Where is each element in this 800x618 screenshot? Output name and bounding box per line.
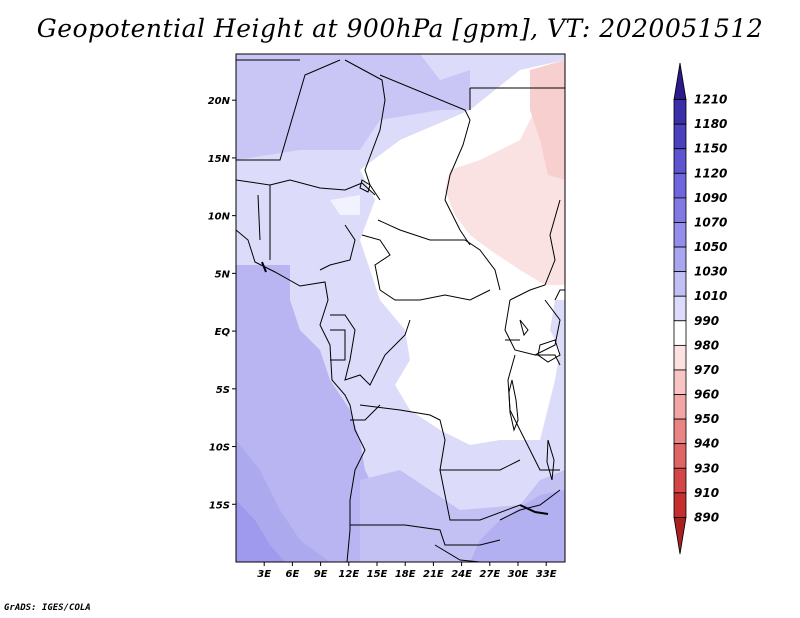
longitude-axis: 3E 6E 9E 12E 15E 18E 21E 24E 27E 30E 33E — [257, 562, 557, 580]
colorbar-swatch — [673, 295, 687, 322]
colorbar-swatch — [673, 517, 687, 555]
lake-victoria — [537, 339, 561, 363]
colorbar-label: 1150 — [694, 142, 727, 156]
lat-label: 10S — [209, 443, 230, 454]
grads-credit: GrADS: IGES/COLA — [4, 603, 91, 613]
colorbar-label: 960 — [694, 388, 719, 402]
lat-label: 5S — [216, 385, 230, 396]
colorbar-swatch — [673, 99, 687, 125]
lon-label: 3E — [257, 569, 271, 580]
field-se-dark — [470, 490, 565, 562]
lakes — [261, 179, 561, 515]
colorbar-label: 1050 — [694, 240, 727, 254]
lat-label: 20N — [208, 96, 231, 107]
colorbar-label: 990 — [694, 314, 719, 328]
lat-label: 15N — [208, 154, 231, 165]
lon-label: 33E — [536, 569, 557, 580]
field-sw-darker — [236, 500, 285, 562]
map-frame — [235, 53, 566, 563]
field-white-west — [330, 195, 360, 215]
lon-label: 9E — [314, 569, 328, 580]
colorbar-swatch — [673, 344, 687, 371]
colorbar-label: 1010 — [694, 289, 727, 303]
colorbar-label: 970 — [694, 363, 719, 377]
colorbar-swatch — [673, 123, 687, 150]
lake-volta — [261, 261, 267, 273]
lake-malawi — [546, 439, 555, 481]
colorbar: 1210 1180 1150 1120 1090 1070 1050 1030 1010 990 9… — [673, 62, 727, 555]
colorbar-swatch — [673, 172, 687, 199]
field-nw — [236, 54, 470, 160]
colorbar-label: 890 — [694, 510, 719, 524]
colorbar-swatch — [673, 197, 687, 223]
height-field — [236, 54, 565, 562]
lake-albert — [519, 319, 529, 337]
colorbar-label: 980 — [694, 338, 719, 352]
colorbar-swatch — [673, 369, 687, 395]
lat-label: EQ — [215, 327, 231, 338]
colorbar-swatch — [673, 467, 687, 494]
colorbar-label: 1180 — [694, 117, 727, 131]
lat-label: 10N — [208, 212, 231, 223]
lon-label: 21E — [423, 569, 444, 580]
colorbar-swatch — [673, 394, 687, 420]
field-pink-ne — [445, 80, 565, 285]
colorbar-swatch — [673, 148, 687, 174]
lake-chad — [359, 179, 371, 193]
colorbar-swatch — [673, 443, 687, 469]
lon-label: 15E — [367, 569, 388, 580]
map-title: Geopotential Height at 900hPa [gpm], VT:… — [36, 14, 764, 43]
lon-label: 30E — [508, 569, 529, 580]
colorbar-swatch — [673, 222, 687, 248]
colorbar-label: 1120 — [694, 166, 727, 180]
lon-label: 18E — [395, 569, 416, 580]
colorbar-label: 930 — [694, 461, 719, 475]
lon-label: 24E — [451, 569, 472, 580]
colorbar-label: 1070 — [694, 215, 727, 229]
lon-label: 27E — [479, 569, 500, 580]
field-pink-ne-strong — [530, 60, 565, 180]
colorbar-label: 940 — [694, 437, 719, 451]
coastline — [236, 229, 366, 562]
colorbar-label: 1090 — [694, 191, 727, 205]
lon-label: 12E — [338, 569, 359, 580]
colorbar-swatch — [673, 492, 687, 518]
field-ocean-west — [236, 265, 380, 562]
colorbar-swatch — [673, 418, 687, 445]
colorbar-swatch — [673, 246, 687, 273]
lat-label: 5N — [215, 269, 231, 280]
lake-kariba — [519, 504, 549, 515]
colorbar-label: 1030 — [694, 265, 727, 279]
lat-label: 15S — [209, 500, 230, 511]
colorbar-swatch — [673, 62, 687, 100]
colorbar-label: 950 — [694, 412, 719, 426]
colorbar-label: 1210 — [694, 93, 727, 107]
colorbar-swatch — [673, 320, 687, 346]
lon-label: 6E — [286, 569, 300, 580]
colorbar-label: 910 — [694, 486, 719, 500]
colorbar-swatch — [673, 271, 687, 297]
geopotential-map: 20N 15N 10N 5N EQ 5S 10S 15S 3E 6E 9E 12E 15E 18E 21E… — [208, 53, 727, 580]
latitude-axis: 20N 15N 10N 5N EQ 5S 10S 15S — [208, 96, 236, 511]
lake-tanganyika — [508, 379, 519, 432]
